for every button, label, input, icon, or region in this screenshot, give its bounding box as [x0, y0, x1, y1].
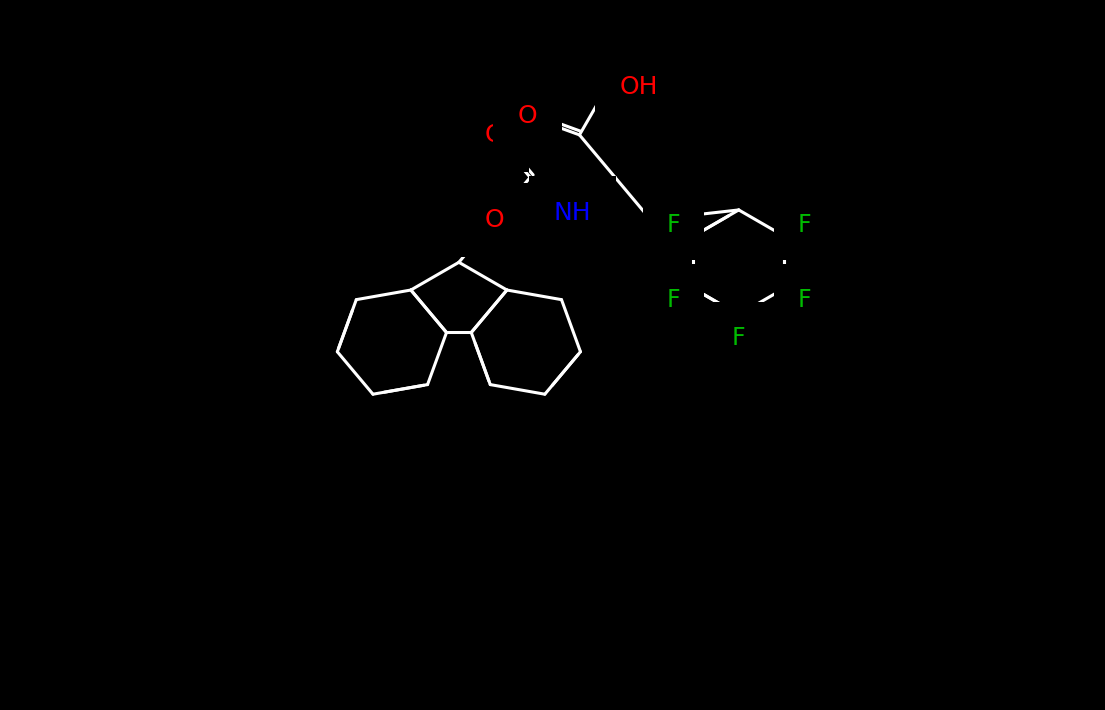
- Text: F: F: [666, 212, 681, 236]
- Text: F: F: [732, 326, 746, 350]
- Text: NH: NH: [554, 201, 591, 225]
- Text: OH: OH: [620, 75, 657, 99]
- Text: O: O: [485, 123, 504, 147]
- Text: F: F: [798, 212, 811, 236]
- Text: O: O: [517, 104, 537, 128]
- Text: F: F: [798, 288, 811, 312]
- Text: F: F: [666, 288, 681, 312]
- Text: O: O: [485, 208, 504, 232]
